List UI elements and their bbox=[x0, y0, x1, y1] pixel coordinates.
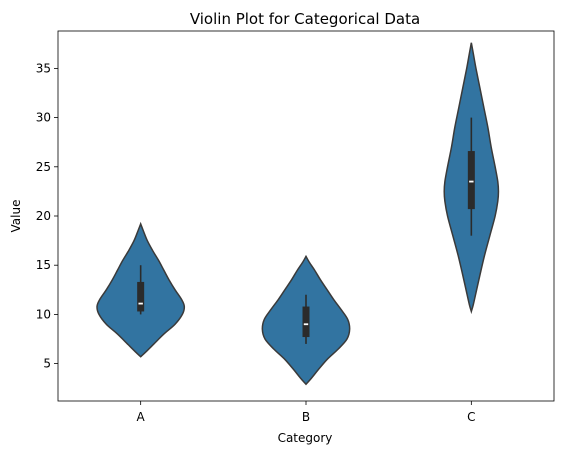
violin-box-B bbox=[302, 306, 310, 338]
y-tick-label: 30 bbox=[36, 111, 51, 125]
y-tick-label: 15 bbox=[36, 258, 51, 272]
y-tick-label: 25 bbox=[36, 160, 51, 174]
x-tick-label: C bbox=[467, 410, 475, 424]
y-tick-label: 10 bbox=[36, 307, 51, 321]
violin-B bbox=[261, 254, 351, 386]
y-tick-label: 20 bbox=[36, 209, 51, 223]
y-tick-label: 35 bbox=[36, 61, 51, 75]
x-axis-label: Category bbox=[278, 431, 333, 445]
violin-box-A bbox=[137, 281, 145, 312]
violin-A bbox=[96, 221, 186, 358]
chart-title: Violin Plot for Categorical Data bbox=[190, 10, 420, 28]
x-tick-label: B bbox=[302, 410, 310, 424]
x-axis: A B C bbox=[137, 401, 476, 424]
y-axis: 5 10 15 20 25 30 35 bbox=[36, 61, 58, 371]
violins-layer bbox=[96, 42, 500, 386]
y-tick-label: 5 bbox=[43, 357, 51, 371]
x-tick-label: A bbox=[137, 410, 146, 424]
y-axis-label: Value bbox=[9, 200, 23, 233]
violin-box-C bbox=[467, 151, 475, 210]
violin-C bbox=[443, 42, 500, 315]
